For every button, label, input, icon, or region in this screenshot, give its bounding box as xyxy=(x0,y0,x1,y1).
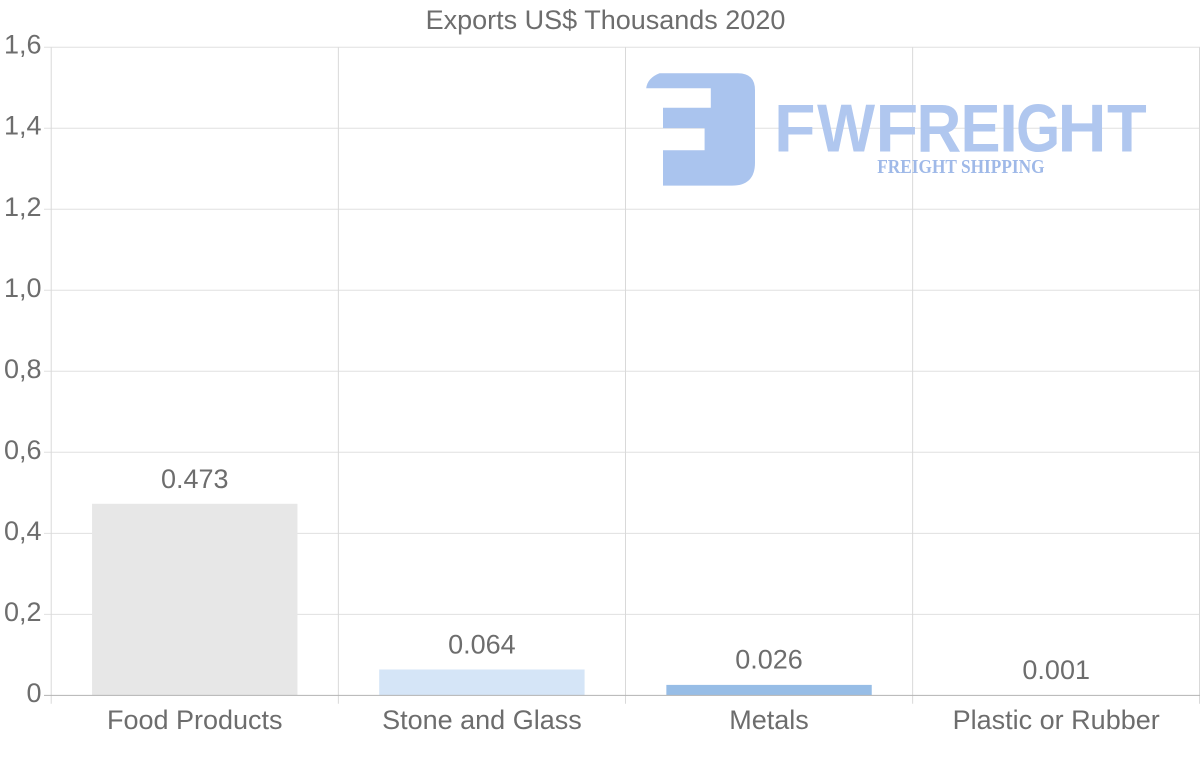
svg-text:0.026: 0.026 xyxy=(735,645,803,675)
svg-text:0,4: 0,4 xyxy=(4,516,42,546)
svg-text:0.064: 0.064 xyxy=(448,629,516,659)
svg-text:I: I xyxy=(999,91,1018,167)
svg-text:T: T xyxy=(1107,91,1147,167)
svg-text:1,6: 1,6 xyxy=(4,30,42,60)
svg-text:R: R xyxy=(917,90,962,166)
svg-text:0: 0 xyxy=(26,678,41,708)
svg-text:FREIGHT SHIPPING: FREIGHT SHIPPING xyxy=(877,157,1044,178)
svg-text:Plastic or Rubber: Plastic or Rubber xyxy=(953,705,1160,735)
svg-text:F: F xyxy=(774,91,816,167)
svg-text:Food Products: Food Products xyxy=(107,705,283,735)
svg-text:1,2: 1,2 xyxy=(4,192,42,222)
svg-text:Exports US$ Thousands 2020: Exports US$ Thousands 2020 xyxy=(426,5,786,35)
svg-text:G: G xyxy=(1016,91,1060,167)
svg-text:0,6: 0,6 xyxy=(4,435,42,465)
svg-text:1,4: 1,4 xyxy=(4,111,42,141)
svg-text:1,0: 1,0 xyxy=(4,273,42,303)
svg-text:F: F xyxy=(875,90,918,167)
svg-text:E: E xyxy=(961,90,1001,167)
svg-text:0,2: 0,2 xyxy=(4,597,42,627)
svg-text:0.001: 0.001 xyxy=(1022,655,1090,685)
svg-text:0,8: 0,8 xyxy=(4,354,42,384)
svg-text:Stone and Glass: Stone and Glass xyxy=(382,705,582,735)
svg-text:Metals: Metals xyxy=(729,705,809,735)
svg-text:H: H xyxy=(1058,91,1107,167)
svg-text:W: W xyxy=(817,90,876,167)
svg-text:0.473: 0.473 xyxy=(161,464,229,494)
